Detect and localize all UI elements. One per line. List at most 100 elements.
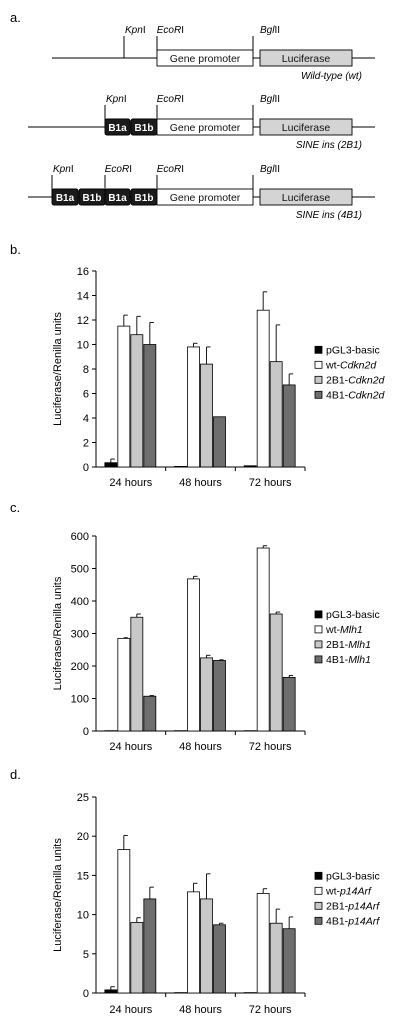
y-tick-label: 2 bbox=[83, 438, 89, 450]
y-tick-label: 10 bbox=[77, 340, 89, 352]
x-category-label: 48 hours bbox=[179, 477, 222, 489]
block-label: Luciferase bbox=[282, 192, 331, 204]
chart-legend: pGL3-basic wt-Mlh1 2B1-Mlh1 4B1-Mlh1 bbox=[314, 609, 380, 666]
chart-panel-label: c. bbox=[10, 500, 20, 515]
data-bar bbox=[282, 676, 296, 732]
sine-b1-label: B1b bbox=[135, 193, 154, 204]
data-bar bbox=[117, 325, 131, 468]
sine-b1-block bbox=[104, 188, 131, 206]
data-bar bbox=[200, 363, 213, 468]
construct-row: KpnI EcoRI EcoRI BglII B1a B1b B1a B1b Gene prom… bbox=[28, 164, 375, 221]
gene-promoter-block bbox=[156, 188, 254, 206]
data-bar bbox=[143, 898, 157, 994]
restriction-site-label: KpnI bbox=[53, 164, 74, 175]
y-tick-label: 100 bbox=[71, 694, 89, 706]
x-category-label: 24 hours bbox=[109, 1004, 152, 1016]
y-tick-label: 15 bbox=[77, 870, 89, 882]
data-bar bbox=[269, 361, 283, 468]
y-axis-title: Luciferase/Renilla units bbox=[52, 576, 64, 690]
gene-promoter-block bbox=[156, 49, 254, 67]
y-tick-label: 8 bbox=[83, 364, 89, 376]
data-bar bbox=[130, 616, 144, 732]
y-tick-label: 5 bbox=[83, 949, 89, 961]
data-bar bbox=[213, 660, 226, 732]
data-bar bbox=[282, 384, 296, 468]
x-category-label: 72 hours bbox=[249, 1004, 292, 1016]
legend-swatch bbox=[314, 871, 323, 880]
construct-caption: Wild-type (wt) bbox=[301, 71, 362, 82]
legend-label: pGL3-basic bbox=[326, 870, 380, 882]
legend-swatch bbox=[314, 345, 323, 354]
block-label: Luciferase bbox=[282, 122, 331, 134]
y-axis-title: Luciferase/Renilla units bbox=[52, 838, 64, 952]
charts-group: b. 0 2 4 6 8 10 12 14 16 Luciferase/Renilla units 2… bbox=[10, 242, 386, 1016]
legend-label: 2B1-Cdkn2d bbox=[326, 374, 386, 386]
data-bar bbox=[269, 922, 283, 994]
y-axis-title: Luciferase/Renilla units bbox=[52, 312, 64, 426]
y-tick-label: 500 bbox=[71, 564, 89, 576]
data-bar bbox=[130, 334, 144, 468]
x-category-label: 72 hours bbox=[249, 741, 292, 753]
panel-a-diagram: a. KpnI EcoRI BglII Gene promoter Luciferase… bbox=[10, 10, 375, 221]
legend-swatch bbox=[314, 375, 323, 384]
legend-swatch bbox=[314, 916, 323, 925]
construct-row: KpnI EcoRI BglII B1a B1b Gene promoter Lucifer… bbox=[28, 94, 375, 151]
block-label: Gene promoter bbox=[170, 53, 241, 65]
chart-panel-label: b. bbox=[10, 242, 21, 257]
data-bar bbox=[256, 547, 270, 732]
y-tick-label: 0 bbox=[83, 462, 89, 474]
chart-panel: b. 0 2 4 6 8 10 12 14 16 Luciferase/Renilla units 2… bbox=[10, 242, 386, 489]
data-bar bbox=[213, 416, 226, 468]
data-bar bbox=[104, 462, 118, 468]
data-bar bbox=[256, 309, 270, 468]
sine-b1-label: B1b bbox=[83, 193, 102, 204]
y-tick-label: 25 bbox=[77, 792, 89, 804]
legend-swatch bbox=[314, 901, 323, 910]
data-bar bbox=[130, 922, 144, 994]
block-label: Gene promoter bbox=[170, 192, 241, 204]
y-tick-label: 200 bbox=[71, 661, 89, 673]
restriction-site-label: EcoRI bbox=[157, 25, 184, 36]
data-bar bbox=[117, 849, 131, 994]
data-bar bbox=[187, 578, 200, 732]
sine-b1-label: B1a bbox=[108, 123, 127, 134]
restriction-site-label: EcoRI bbox=[157, 94, 184, 105]
data-bar bbox=[282, 928, 296, 994]
legend-swatch bbox=[314, 625, 323, 634]
chart-panel: d. 0 5 10 15 20 25 Luciferase/Renilla units 24 h… bbox=[10, 767, 380, 1016]
data-bar bbox=[143, 344, 157, 468]
sine-b1-label: B1a bbox=[108, 193, 127, 204]
data-bar bbox=[269, 613, 283, 732]
restriction-site-label: EcoRI bbox=[157, 164, 184, 175]
gene-promoter-block bbox=[156, 118, 254, 136]
y-tick-label: 600 bbox=[71, 531, 89, 543]
legend-label: pGL3-basic bbox=[326, 344, 380, 356]
data-bar bbox=[187, 891, 200, 994]
block-label: Gene promoter bbox=[170, 122, 241, 134]
data-bar bbox=[104, 989, 118, 994]
y-tick-label: 6 bbox=[83, 389, 89, 401]
construct-row: KpnI EcoRI BglII Gene promoter Luciferase Wil… bbox=[52, 25, 375, 82]
sine-b1-block bbox=[51, 188, 79, 206]
y-tick-label: 0 bbox=[83, 988, 89, 1000]
restriction-site-label: KpnI bbox=[125, 25, 146, 36]
legend-swatch bbox=[314, 610, 323, 619]
data-bar bbox=[200, 898, 213, 994]
data-bar bbox=[200, 657, 213, 732]
legend-swatch bbox=[314, 886, 323, 895]
legend-label: 2B1-Mlh1 bbox=[326, 639, 371, 651]
luciferase-block bbox=[259, 188, 353, 206]
restriction-site-label: EcoRI bbox=[105, 164, 132, 175]
data-bar bbox=[143, 695, 157, 732]
legend-label: wt-Cdkn2d bbox=[325, 359, 377, 371]
data-bar bbox=[187, 346, 200, 468]
legend-swatch bbox=[314, 640, 323, 649]
chart-panel-label: d. bbox=[10, 767, 21, 782]
data-bar bbox=[243, 465, 257, 468]
y-tick-label: 400 bbox=[71, 596, 89, 608]
data-bar bbox=[117, 637, 131, 732]
restriction-site-label: KpnI bbox=[106, 94, 127, 105]
x-category-label: 48 hours bbox=[179, 741, 222, 753]
y-tick-label: 20 bbox=[77, 831, 89, 843]
legend-label: 2B1-p14Arf bbox=[326, 900, 380, 912]
